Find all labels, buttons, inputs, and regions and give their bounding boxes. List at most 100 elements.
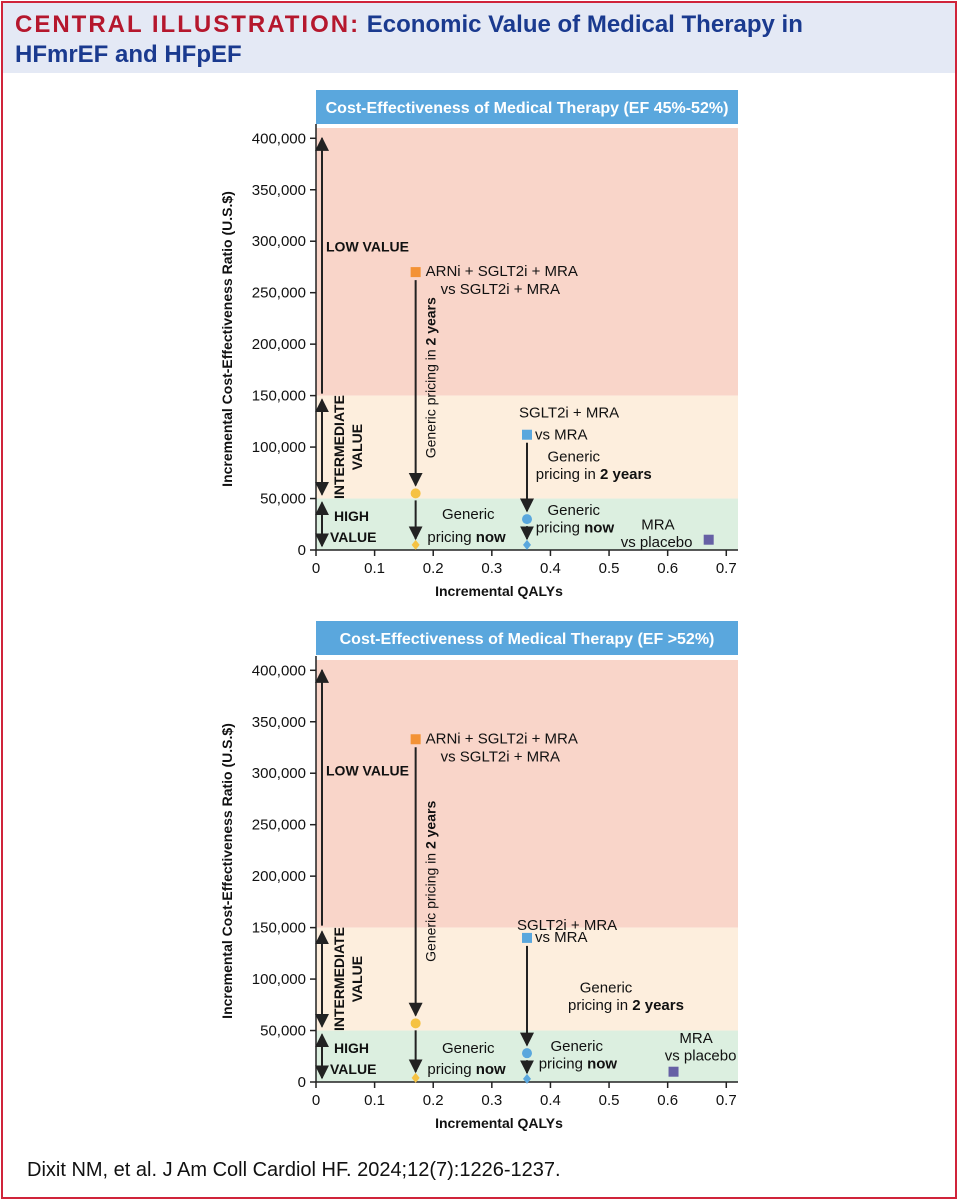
- y-tick-label-part-0: 50,000: [260, 491, 306, 508]
- y-tick-label-part-0: 400,000: [252, 130, 306, 147]
- x-tick-label: 0.5: [599, 1092, 620, 1109]
- annot-arni-line1: ARNi + SGLT2i + MRA: [426, 263, 578, 280]
- annot-mra-line1-part-0: MRA: [679, 1030, 712, 1047]
- zone-label-intermediate-1-part-0: INTERMEDIATE: [331, 927, 347, 1031]
- y-tick-label-part-0: 250,000: [252, 285, 306, 302]
- x-axis-label-part-0: Incremental QALYs: [435, 1115, 563, 1131]
- y-tick-label-part-0: 150,000: [252, 920, 306, 937]
- x-tick-label: 0.5: [599, 560, 620, 577]
- y-tick-label-part-0: 400,000: [252, 662, 306, 679]
- annot-arni-now-line2: pricing now: [427, 1061, 506, 1078]
- y-tick-label-part-0: 200,000: [252, 336, 306, 353]
- y-tick-label-part-0: 300,000: [252, 765, 306, 782]
- annot-arni-line2: vs SGLT2i + MRA: [441, 748, 560, 765]
- x-tick-label: 0.7: [716, 1092, 737, 1109]
- y-tick-label: 300,000: [252, 233, 306, 250]
- chart-title: Cost-Effectiveness of Medical Therapy (E…: [340, 631, 715, 648]
- x-tick-label: 0.3: [481, 560, 502, 577]
- annot-arni-arrow-label: Generic pricing in 2 years: [423, 801, 439, 962]
- x-tick-label: 0.1: [364, 1092, 385, 1109]
- point-circle: [522, 514, 532, 525]
- zone-label-low: LOW VALUE: [326, 762, 409, 778]
- y-axis-label-part-0: Incremental Cost-Effectiveness Ratio (U.…: [219, 191, 235, 487]
- zone-low: [316, 128, 738, 396]
- x-axis-label: Incremental QALYs: [435, 1115, 563, 1131]
- point-diamond: [523, 1073, 531, 1084]
- x-tick-label-part-0: 0: [312, 560, 320, 577]
- x-tick-label: 0.4: [540, 1092, 561, 1109]
- annot-arni-line1: ARNi + SGLT2i + MRA: [426, 730, 578, 747]
- annot-arni-line1-part-0: ARNi + SGLT2i + MRA: [426, 263, 578, 280]
- point-square: [522, 429, 532, 440]
- annot-arni-line2: vs SGLT2i + MRA: [441, 281, 560, 298]
- y-tick-label: 400,000: [252, 130, 306, 147]
- annot-mra-line1-part-0: MRA: [641, 516, 674, 533]
- x-tick-label-part-0: 0.3: [481, 1092, 502, 1109]
- point-square: [410, 734, 421, 745]
- chart-title-part-0: Cost-Effectiveness of Medical Therapy (E…: [326, 100, 729, 117]
- zone-label-high-2-part-0: VALUE: [330, 529, 376, 545]
- x-tick-label-part-0: 0: [312, 1092, 320, 1109]
- zone-label-intermediate-2: VALUE: [349, 956, 365, 1002]
- chart-1: Cost-Effectiveness of Medical Therapy (E…: [219, 90, 738, 599]
- annot-arni-now-line2-part-0: pricing: [427, 529, 475, 546]
- x-tick-label: 0.3: [481, 1092, 502, 1109]
- x-tick-label-part-0: 0.7: [716, 1092, 737, 1109]
- zone-label-intermediate-2-part-0: VALUE: [349, 956, 365, 1002]
- annot-sglt2-line2: vs MRA: [535, 427, 588, 444]
- y-tick-label: 150,000: [252, 388, 306, 405]
- zone-label-intermediate-2: VALUE: [349, 424, 365, 470]
- annot-sglt2-2y-line2-part-1: 2 years: [632, 997, 684, 1014]
- y-axis-label: Incremental Cost-Effectiveness Ratio (U.…: [219, 723, 235, 1019]
- annot-arni-arrow-label-part-0: Generic pricing in: [423, 345, 439, 458]
- annot-mra-line2: vs placebo: [665, 1047, 737, 1064]
- annot-sglt2-now-line1: Generic: [548, 502, 601, 519]
- annot-sglt2-now-line2-part-0: pricing: [539, 1056, 587, 1073]
- y-tick-label: 400,000: [252, 662, 306, 679]
- chart-title-part-0: Cost-Effectiveness of Medical Therapy (E…: [340, 631, 715, 648]
- annot-arni-arrow-label-part-0: Generic pricing in: [423, 849, 439, 962]
- annot-sglt2-2y-line1-part-0: Generic: [548, 448, 601, 465]
- x-tick-label-part-0: 0.6: [657, 1092, 678, 1109]
- y-tick-label: 100,000: [252, 971, 306, 988]
- zone-low: [316, 660, 738, 928]
- annot-sglt2-now-line1-part-0: Generic: [548, 502, 601, 519]
- annot-sglt2-2y-line1: Generic: [548, 448, 601, 465]
- y-tick-label-part-0: 50,000: [260, 1023, 306, 1040]
- x-tick-label: 0.7: [716, 560, 737, 577]
- annot-sglt2-now-line2-part-1: now: [587, 1056, 617, 1073]
- y-tick-label: 300,000: [252, 765, 306, 782]
- y-tick-label-part-0: 100,000: [252, 971, 306, 988]
- zone-label-low-part-0: LOW VALUE: [326, 762, 409, 778]
- point-circle: [410, 488, 421, 499]
- x-axis-label: Incremental QALYs: [435, 583, 563, 599]
- annot-arni-arrow-label: Generic pricing in 2 years: [423, 297, 439, 458]
- annot-arni-now-line2-part-0: pricing: [427, 1061, 475, 1078]
- annot-sglt2-now-line2-part-0: pricing: [536, 520, 584, 537]
- annot-sglt2-line2-part-0: vs MRA: [535, 427, 588, 444]
- annot-arni-now-line1-part-0: Generic: [442, 506, 495, 523]
- annot-sglt2-line1: SGLT2i + MRA: [519, 405, 619, 422]
- point-square: [410, 267, 421, 278]
- annot-sglt2-2y-line1-part-0: Generic: [580, 979, 633, 996]
- annot-arni-arrow-label-part-1: 2 years: [423, 297, 439, 345]
- zone-label-low: LOW VALUE: [326, 239, 409, 255]
- x-tick-label: 0.2: [423, 1092, 444, 1109]
- annot-sglt2-now-line1-part-0: Generic: [550, 1038, 603, 1055]
- zone-label-high-2: VALUE: [330, 1061, 376, 1077]
- figure-header: CENTRAL ILLUSTRATION: Economic Value of …: [3, 3, 955, 73]
- y-tick-label-part-0: 150,000: [252, 388, 306, 405]
- point-square: [522, 932, 532, 943]
- header-title-line1: CENTRAL ILLUSTRATION: Economic Value of …: [15, 11, 803, 39]
- x-tick-label: 0: [312, 1092, 320, 1109]
- annot-arni-now-line1-part-0: Generic: [442, 1040, 495, 1057]
- y-tick-label: 250,000: [252, 817, 306, 834]
- header-title-part1: Economic Value of Medical Therapy in: [366, 11, 803, 38]
- annot-sglt2-2y-line1: Generic: [580, 979, 633, 996]
- y-tick-label-part-0: 200,000: [252, 868, 306, 885]
- annot-arni-now-line2-part-1: now: [476, 1061, 506, 1078]
- annot-sglt2-2y-line2: pricing in 2 years: [536, 466, 652, 483]
- annot-sglt2-now-line2: pricing now: [536, 520, 615, 537]
- x-tick-label-part-0: 0.4: [540, 560, 561, 577]
